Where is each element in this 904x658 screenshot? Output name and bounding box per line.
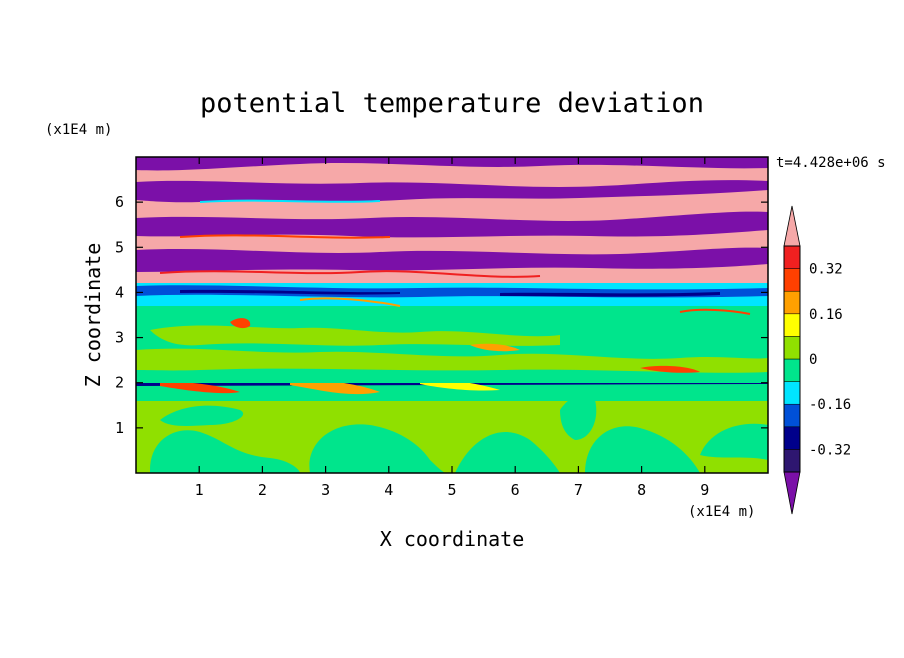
field-rotor-patch [455,432,560,473]
field-band-edge [299,297,401,307]
field-negative-sheet [500,292,720,297]
y-tick-label: 2 [115,374,124,392]
x-axis-ticks: 1 2 3 4 5 6 7 8 9 [195,157,709,499]
colorbar-frame [783,245,801,473]
x-tick-label: 8 [637,481,646,499]
colorbar: 0.32 0.16 0 -0.16 -0.32 [783,205,851,515]
x-tick-label: 1 [195,481,204,499]
field-rotor-patch [150,430,300,473]
field-negative-band [136,211,768,238]
field-rotor-patch [585,426,700,473]
colorbar-segment [783,290,801,315]
x-axis-unit: (x1E4 m) [688,504,755,520]
x-axis-label: X coordinate [380,527,525,551]
colorbar-segment [783,449,801,473]
colorbar-tick-label: 0 [809,352,817,368]
field-rotor-patch [560,394,597,440]
colorbar-tick-label: 0.32 [809,262,843,278]
colorbar-tick-label: 0.16 [809,307,843,323]
colorbar-tick-label: -0.32 [809,442,851,458]
colorbar-segment [783,245,801,269]
field-band-edge [179,234,391,239]
field-band-edge [159,270,541,278]
x-tick-label: 3 [321,481,330,499]
colorbar-segment [783,268,801,292]
colorbar-segment [783,403,801,428]
field-rotor-patch [160,405,244,426]
y-tick-label: 1 [115,419,124,437]
x-tick-label: 9 [700,481,709,499]
colorbar-segment [783,381,801,405]
colorbar-segment [783,358,801,382]
colorbar-segment [783,426,801,450]
field-negative-band [136,180,768,203]
field-positive-spot [290,379,380,395]
field-band-edge [199,199,381,203]
y-tick-label: 4 [115,283,124,301]
colorbar-segment [783,313,801,337]
field-rotor-patch [309,424,445,473]
colorbar-tick-label: -0.16 [809,397,851,413]
x-tick-label: 6 [511,481,520,499]
x-tick-label: 7 [574,481,583,499]
field-positive-spot [640,365,700,373]
field-positive-spot [470,343,520,352]
field-band-edge [679,308,751,315]
time-label: t=4.428e+06 s [776,155,886,171]
field-positive-spot [230,318,251,329]
colorbar-under-triangle [783,471,801,515]
y-tick-label: 5 [115,238,124,256]
field-rotor-patch [700,423,768,460]
x-tick-label: 2 [258,481,267,499]
field-positive-spot [160,382,240,394]
y-axis-unit: (x1E4 m) [45,122,112,138]
field-negative-sheet [180,289,400,295]
y-tick-label: 6 [115,193,124,211]
field-negative-band [136,247,768,272]
x-tick-label: 5 [447,481,456,499]
field-shear-band [136,383,768,401]
x-tick-label: 4 [384,481,393,499]
y-axis-label: Z coordinate [81,243,105,388]
colorbar-segment [783,336,801,360]
colorbar-over-triangle [783,205,801,247]
field-mid-patch [150,325,560,346]
chart-title: potential temperature deviation [200,88,704,119]
field-image [136,157,768,473]
field-mid-patch [136,348,768,373]
y-tick-label: 3 [115,329,124,347]
y-axis-ticks: 1 2 3 4 5 6 [115,193,768,437]
